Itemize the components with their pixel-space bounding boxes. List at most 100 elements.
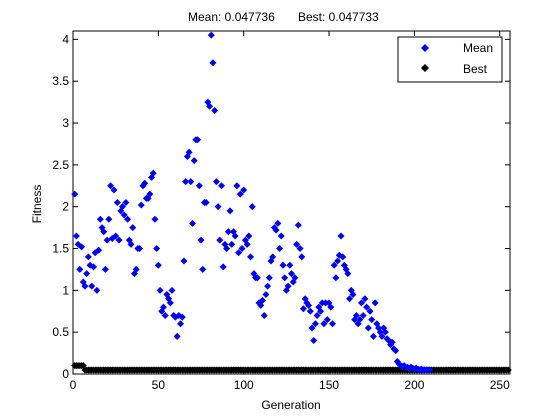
mean-point [76, 265, 84, 273]
mean-point [291, 274, 299, 282]
y-tick-label: 1 [62, 283, 69, 297]
mean-point [195, 182, 203, 190]
mean-point [141, 179, 149, 187]
mean-point [223, 245, 231, 253]
mean-point [277, 232, 285, 240]
mean-series [71, 31, 434, 374]
mean-point [276, 245, 284, 253]
mean-point [231, 232, 239, 240]
mean-point [127, 240, 135, 248]
mean-point [199, 265, 207, 273]
mean-point [83, 270, 91, 278]
mean-point [258, 296, 266, 304]
mean-point [218, 182, 226, 190]
mean-point [359, 311, 367, 319]
mean-point [88, 282, 96, 290]
legend-mean-label: Mean [463, 41, 493, 55]
mean-point [272, 226, 280, 234]
mean-point [197, 236, 205, 244]
mean-point [132, 265, 140, 273]
mean-point [328, 320, 336, 328]
mean-point [84, 253, 92, 261]
mean-point [120, 211, 128, 219]
mean-point [153, 245, 161, 253]
mean-point [264, 282, 272, 290]
mean-point [279, 261, 287, 269]
x-tick-label: 50 [152, 378, 166, 392]
mean-point [71, 190, 79, 198]
mean-point [129, 224, 137, 232]
y-tick-label: 4 [62, 32, 69, 46]
x-tick-label: 150 [319, 378, 339, 392]
mean-point [89, 263, 97, 271]
mean-point [113, 199, 121, 206]
mean-point [122, 199, 130, 206]
y-tick-label: 0.5 [52, 325, 69, 339]
mean-point [238, 245, 246, 253]
mean-point [262, 291, 270, 299]
mean-point [356, 316, 364, 324]
mean-point [180, 257, 188, 265]
best-point [504, 366, 512, 374]
mean-point [115, 236, 123, 244]
mean-point [388, 338, 396, 346]
plot-area [72, 30, 511, 375]
mean-point [81, 282, 89, 290]
mean-point [253, 274, 261, 282]
mean-point [151, 215, 159, 223]
mean-point [185, 148, 193, 156]
y-tick-label: 2.5 [52, 158, 69, 172]
legend-best-label: Best [463, 62, 488, 76]
mean-point [298, 253, 306, 261]
mean-point [296, 245, 304, 253]
mean-point [311, 320, 319, 328]
legend-mean-marker [421, 44, 429, 52]
mean-point [209, 59, 217, 67]
mean-point [187, 178, 195, 186]
mean-point [216, 236, 224, 244]
mean-point [96, 215, 104, 223]
mean-point [245, 232, 253, 240]
chart-title-mean: Mean: 0.047736 [188, 10, 275, 24]
mean-point [349, 291, 357, 299]
mean-point [219, 263, 227, 271]
mean-point [159, 303, 167, 311]
mean-point [294, 221, 302, 229]
mean-point [190, 157, 198, 165]
mean-point [274, 219, 282, 227]
mean-point [330, 261, 338, 269]
mean-point [269, 253, 277, 261]
mean-point [177, 320, 185, 328]
mean-point [182, 178, 190, 186]
mean-point [161, 311, 169, 319]
mean-point [93, 286, 101, 294]
x-tick-label: 250 [490, 378, 510, 392]
mean-point [119, 203, 127, 211]
mean-point [224, 228, 232, 236]
mean-point [265, 274, 273, 282]
mean-point [378, 332, 386, 340]
mean-point [260, 311, 268, 319]
mean-point [168, 286, 176, 294]
mean-point [334, 257, 342, 265]
legend-best-marker [421, 64, 429, 72]
mean-point [137, 201, 145, 209]
mean-point [339, 253, 347, 261]
mean-point [105, 215, 113, 223]
mean-point [112, 232, 120, 240]
mean-point [211, 106, 219, 114]
mean-point [313, 311, 321, 319]
mean-point [286, 261, 294, 269]
mean-point [240, 186, 248, 194]
y-axis-label: Fitness [30, 185, 44, 224]
best-series [71, 362, 512, 374]
x-tick-label: 200 [404, 378, 424, 392]
x-axis-label: Generation [261, 398, 320, 412]
mean-point [110, 186, 118, 194]
mean-point [317, 307, 325, 315]
mean-point [212, 178, 220, 186]
mean-point [368, 316, 376, 324]
mean-point [154, 261, 162, 269]
mean-point [332, 274, 340, 282]
